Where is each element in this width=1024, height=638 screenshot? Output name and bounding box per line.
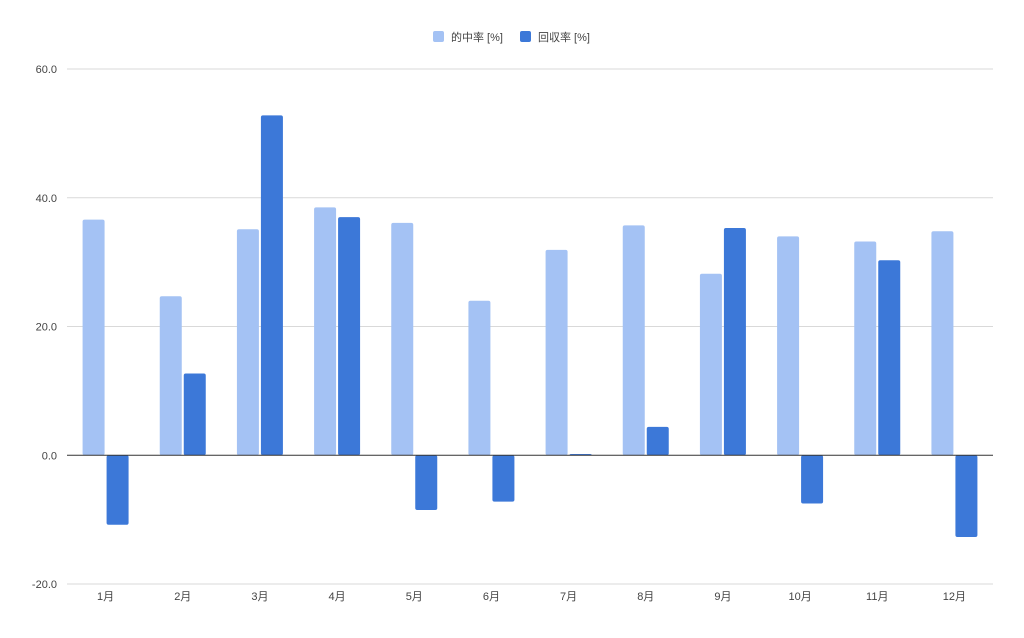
return-rate-bar-8	[646, 426, 669, 456]
x-tick-label: 12月	[943, 591, 966, 603]
hit-rate-bar-8	[622, 225, 645, 456]
y-tick-label: 20.0	[36, 322, 57, 334]
y-axis-ticks: 60.0 40.0 20.0 0.0 -20.0	[32, 64, 57, 591]
x-tick-label: 4月	[329, 591, 346, 603]
return-rate-bar-12	[955, 455, 978, 538]
hit-rate-bar-4	[314, 207, 337, 456]
return-rate-bar-1	[106, 455, 129, 525]
bars	[82, 115, 978, 538]
hit-rate-bar-5	[391, 222, 414, 456]
return-rate-bar-4	[338, 217, 361, 456]
hit-rate-bar-10	[777, 236, 800, 456]
hit-rate-bar-7	[545, 249, 568, 456]
return-rate-bar-5	[415, 455, 438, 510]
return-rate-bar-3	[260, 115, 283, 456]
return-rate-bar-10	[801, 455, 824, 504]
x-tick-label: 10月	[788, 591, 811, 603]
return-rate-bar-6	[492, 455, 515, 502]
hit-rate-bar-6	[468, 300, 491, 456]
legend: 的中率 [%] 回収率 [%]	[433, 30, 590, 44]
hit-rate-bar-9	[699, 273, 722, 456]
hit-rate-bar-3	[236, 229, 259, 456]
hit-rate-bar-11	[854, 241, 877, 456]
legend-swatch	[520, 31, 531, 42]
x-tick-label: 3月	[251, 591, 268, 603]
gridlines	[67, 68, 993, 585]
return-rate-bar-2	[183, 373, 206, 456]
y-tick-label: 40.0	[36, 193, 57, 205]
x-tick-label: 5月	[406, 591, 423, 603]
legend-label: 的中率 [%]	[451, 30, 503, 44]
y-tick-label: 60.0	[36, 64, 57, 76]
return-rate-bar-11	[878, 260, 901, 456]
x-tick-label: 11月	[866, 591, 888, 603]
return-rate-bar-9	[723, 228, 746, 456]
x-tick-label: 1月	[97, 591, 114, 603]
x-tick-label: 9月	[714, 591, 731, 603]
y-tick-label: 0.0	[42, 450, 57, 462]
hit-rate-bar-12	[931, 231, 954, 456]
legend-swatch	[433, 31, 444, 42]
hit-rate-bar-2	[159, 296, 182, 456]
x-tick-label: 6月	[483, 591, 500, 603]
x-axis-ticks: 1月 2月 3月 4月 5月 6月 7月 8月 9月 10月 11月 12月	[97, 591, 966, 603]
legend-label: 回収率 [%]	[538, 30, 590, 44]
x-tick-label: 7月	[560, 591, 577, 603]
x-tick-label: 2月	[174, 591, 191, 603]
hit-rate-bar-1	[82, 219, 105, 456]
y-tick-label: -20.0	[32, 579, 57, 591]
x-tick-label: 8月	[637, 591, 654, 603]
